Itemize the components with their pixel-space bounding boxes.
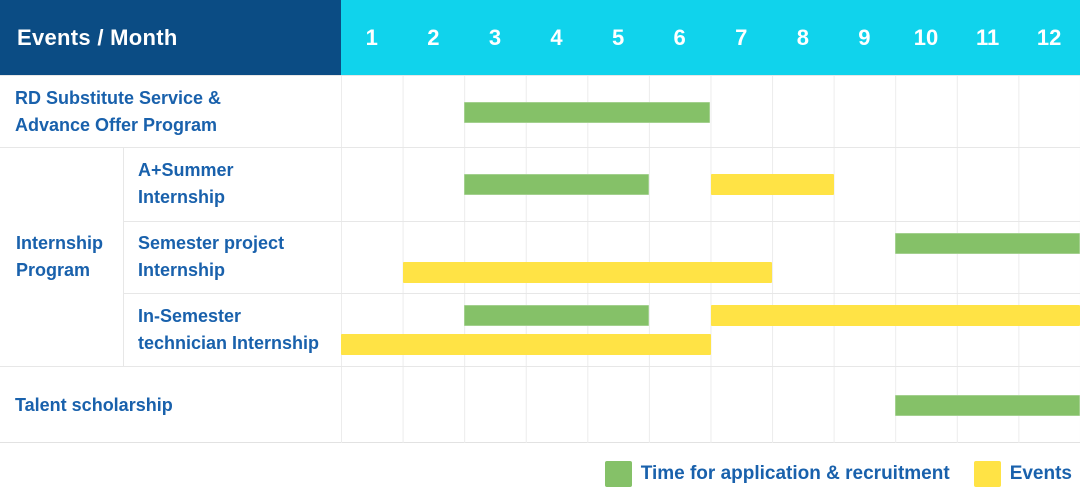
month-header-1: 1 (365, 24, 378, 50)
row-grid-a-summer-internship (341, 148, 1080, 221)
row-a-summer-internship: A+Summer Internship (124, 148, 1080, 221)
gantt-bar-yellow-m7-m8 (710, 174, 834, 196)
row-grid-in-semester-technician-internship (341, 294, 1080, 366)
legend-item-application-recruitment: Time for application & recruitment (604, 461, 950, 487)
row-grid-talent-scholarship (341, 367, 1080, 443)
row-rd-substitute-service: RD Substitute Service & Advance Offer Pr… (0, 75, 1080, 147)
legend-label-events: Events (1009, 463, 1072, 484)
internship-program-group: Internship Program A+Summer Internship S… (0, 147, 1080, 366)
row-label-in-semester-technician-internship: In-Semester technician Internship (138, 306, 320, 354)
legend-swatch-yellow-icon (973, 461, 1001, 487)
row-semester-project-internship: Semester project Internship (124, 220, 1080, 294)
month-header-7: 7 (735, 24, 748, 50)
gantt-bar-green-m3-m6 (464, 101, 711, 123)
row-label-talent-scholarship: Talent scholarship (15, 394, 173, 415)
legend-item-events: Events (973, 461, 1072, 487)
legend: Time for application & recruitment Event… (604, 461, 1072, 487)
row-grid-rd-substitute-service (341, 76, 1080, 147)
events-month-gantt-table: Events / Month 1 2 3 4 5 6 7 8 9 10 11 12 RD Substi… (0, 0, 1080, 443)
row-label-rd-substitute-service: RD Substitute Service & Advance Offer Pr… (15, 87, 222, 135)
gantt-bar-green-m3-m5 (464, 305, 649, 327)
row-label-a-summer-internship: A+Summer Internship (138, 160, 234, 208)
month-header-11: 11 (975, 24, 1000, 50)
month-header-2: 2 (427, 24, 440, 50)
month-header-4: 4 (550, 24, 563, 50)
table-header-events-month: Events / Month (0, 0, 341, 75)
gantt-bar-green-m10-m12 (895, 232, 1080, 254)
legend-swatch-green-icon (604, 461, 632, 487)
gantt-bar-yellow-m7-m12 (710, 305, 1080, 327)
gantt-bar-green-m10-m12 (895, 395, 1080, 416)
month-header-3: 3 (488, 24, 502, 50)
month-header-6: 6 (673, 24, 686, 50)
month-header-5: 5 (611, 24, 625, 50)
month-header-12: 12 (1036, 24, 1062, 50)
row-label-semester-project-internship: Semester project Internship (138, 233, 285, 281)
gantt-bar-yellow-m1-m6 (341, 334, 711, 356)
gantt-bar-green-m3-m5 (464, 174, 649, 196)
gantt-bar-yellow-m2-m7 (402, 261, 773, 283)
legend-label-application-recruitment: Time for application & recruitment (640, 463, 950, 484)
row-talent-scholarship: Talent scholarship (0, 366, 1080, 443)
month-header-row: 1 2 3 4 5 6 7 8 9 10 11 12 (341, 0, 1080, 75)
month-header-10: 10 (913, 24, 939, 50)
internship-program-subrows: A+Summer Internship Semester project Int… (124, 148, 1080, 366)
month-header-8: 8 (796, 24, 809, 50)
month-header-9: 9 (858, 24, 871, 50)
table-header-row: Events / Month 1 2 3 4 5 6 7 8 9 10 11 12 (0, 0, 1080, 75)
row-grid-semester-project-internship (341, 221, 1080, 294)
row-in-semester-technician-internship: In-Semester technician Internship (124, 293, 1080, 366)
group-label-internship-program: Internship Program (0, 148, 124, 366)
